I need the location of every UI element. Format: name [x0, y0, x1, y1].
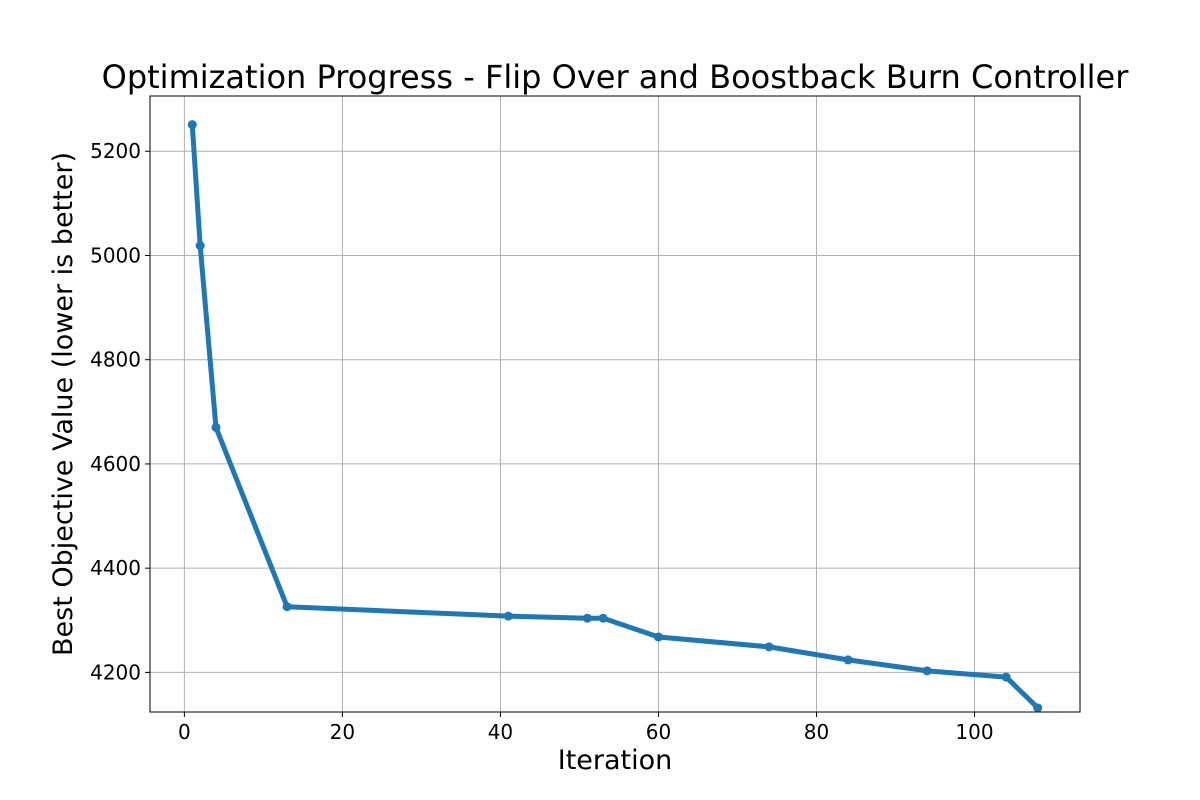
- data-point: [282, 602, 292, 612]
- y-tick-label: 4200: [90, 660, 141, 684]
- data-point: [764, 642, 774, 652]
- y-tick-label: 5200: [90, 139, 141, 163]
- data-point: [211, 422, 221, 432]
- axes-frame: [149, 95, 1081, 713]
- data-point: [598, 613, 608, 623]
- data-point: [503, 611, 513, 621]
- data-point: [1033, 703, 1043, 713]
- data-point: [582, 613, 592, 623]
- x-tick-label: 80: [804, 720, 829, 744]
- x-tick-label: 20: [330, 720, 355, 744]
- data-point: [187, 120, 197, 130]
- x-tick-label: 100: [955, 720, 993, 744]
- x-tick-label: 0: [178, 720, 191, 744]
- y-axis-label: Best Objective Value (lower is better): [48, 152, 79, 656]
- plot-area: [187, 120, 1043, 713]
- data-point: [843, 655, 853, 665]
- grid: [150, 96, 1080, 712]
- x-tick-label: 40: [488, 720, 513, 744]
- data-point: [922, 666, 932, 676]
- chart-title: Optimization Progress - Flip Over and Bo…: [102, 58, 1130, 96]
- y-tick-label: 4800: [90, 348, 141, 372]
- axis-ticks: 0 20 40 60 80 100 4200 4400 4600 4800 5000 5200: [90, 139, 994, 744]
- x-tick-label: 60: [646, 720, 671, 744]
- y-tick-label: 4600: [90, 452, 141, 476]
- x-axis-label: Iteration: [558, 745, 673, 776]
- y-tick-label: 5000: [90, 243, 141, 267]
- data-point: [195, 241, 205, 251]
- y-tick-label: 4400: [90, 556, 141, 580]
- data-point: [653, 632, 663, 642]
- series-line: [189, 122, 1041, 711]
- data-point: [1001, 672, 1011, 682]
